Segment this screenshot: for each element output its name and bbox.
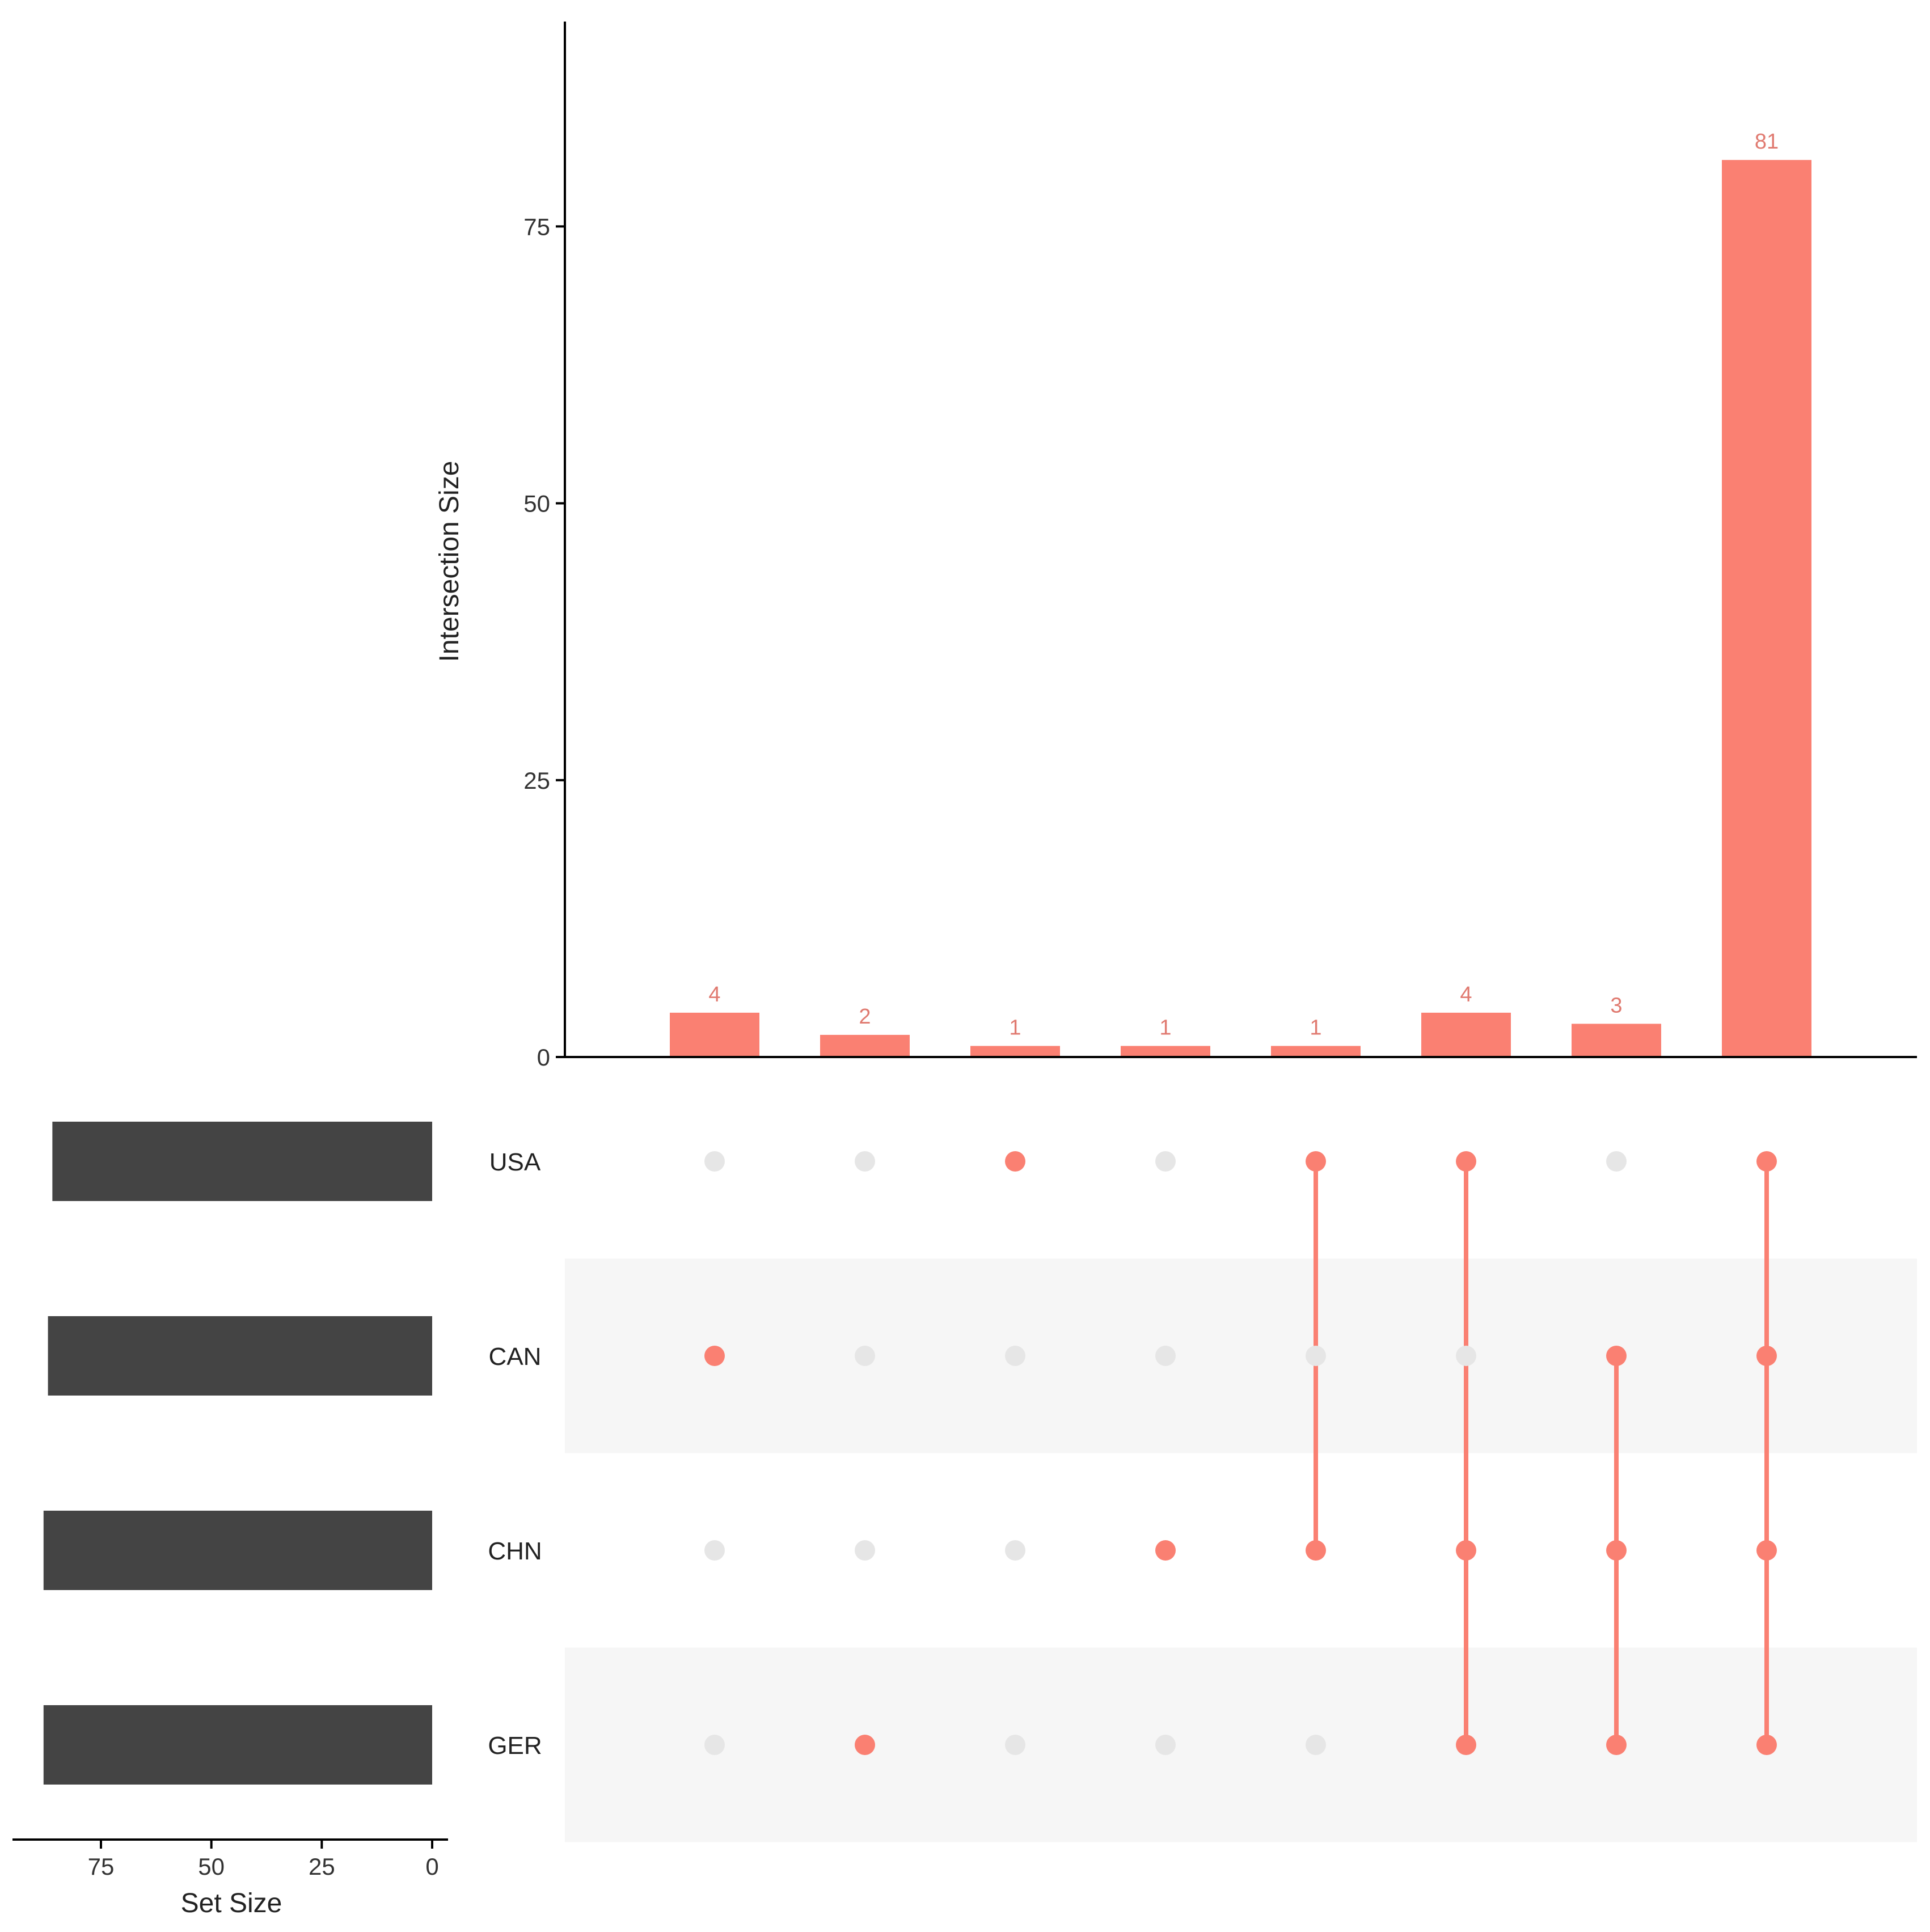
intersection-bar-value: 81	[1755, 130, 1779, 154]
matrix-dot-active	[1756, 1346, 1777, 1366]
matrix-dot-active	[1456, 1540, 1476, 1561]
matrix-dot-active	[1756, 1151, 1777, 1172]
matrix-stripe	[565, 1647, 1917, 1842]
intersection-bar	[1722, 160, 1811, 1057]
intersection-bar-value: 3	[1610, 994, 1622, 1017]
y-tick-label: 0	[537, 1044, 550, 1071]
matrix-dot-active	[1756, 1735, 1777, 1755]
intersection-bar	[1121, 1046, 1210, 1057]
intersection-bar-value: 1	[1310, 1016, 1321, 1039]
intersection-bar-labels: 4 2 1 1 1 4 3 81	[708, 130, 1779, 1039]
matrix-dot-active	[1456, 1735, 1476, 1755]
matrix-dot-inactive	[1606, 1151, 1627, 1172]
intersection-bar-value: 1	[1159, 1016, 1171, 1039]
intersection-y-axis: 0 25 50 75	[523, 22, 1917, 1071]
matrix-dot-inactive	[855, 1540, 875, 1561]
set-axis-tick-label: 50	[198, 1853, 225, 1880]
set-size-bar	[52, 1122, 432, 1201]
set-axis-tick-label: 0	[425, 1853, 438, 1880]
matrix-stripes	[565, 1258, 1917, 1842]
matrix-dot-inactive	[1005, 1540, 1025, 1561]
matrix-dot-active	[1606, 1735, 1627, 1755]
matrix-dot-inactive	[1456, 1346, 1476, 1366]
matrix-dot-active	[1756, 1540, 1777, 1561]
matrix-dot-active	[1306, 1540, 1326, 1561]
matrix-dot-active	[1606, 1540, 1627, 1561]
matrix-dot-inactive	[1005, 1735, 1025, 1755]
matrix-dot-active	[1306, 1151, 1326, 1172]
set-axis-tick-label: 25	[309, 1853, 335, 1880]
intersection-bar-value: 2	[859, 1005, 871, 1029]
set-label: CAN	[489, 1343, 542, 1371]
intersection-bar-value: 1	[1009, 1016, 1021, 1039]
set-size-axis-title: Set Size	[181, 1888, 282, 1918]
matrix-dot-inactive	[704, 1735, 725, 1755]
matrix-dot-active	[704, 1346, 725, 1366]
set-size-axis: 75 50 25 0	[12, 1838, 448, 1880]
y-tick-label: 50	[523, 491, 550, 517]
intersection-axis-title: Intersection Size	[434, 461, 464, 662]
intersection-bar	[970, 1046, 1060, 1057]
matrix-dot-active	[1456, 1151, 1476, 1172]
intersection-bar	[1271, 1046, 1361, 1057]
set-label: CHN	[488, 1537, 542, 1565]
matrix-dot-inactive	[1155, 1735, 1176, 1755]
matrix-dot-inactive	[704, 1151, 725, 1172]
matrix-dot-active	[1005, 1151, 1025, 1172]
intersection-bar-value: 4	[1460, 983, 1472, 1007]
matrix-dot-inactive	[855, 1346, 875, 1366]
intersection-bar	[820, 1034, 910, 1057]
matrix-dot-active	[855, 1735, 875, 1755]
intersection-bar	[1421, 1012, 1511, 1057]
intersection-bar-value: 4	[708, 983, 720, 1007]
set-labels: USA CAN CHN GER	[488, 1148, 542, 1760]
intersection-bar	[1572, 1024, 1661, 1057]
set-axis-tick-label: 75	[88, 1853, 115, 1880]
matrix-dot-active	[1606, 1346, 1627, 1366]
set-size-bar	[43, 1511, 433, 1590]
matrix-dot-inactive	[1306, 1735, 1326, 1755]
matrix-dot-inactive	[1155, 1151, 1176, 1172]
y-tick-label: 25	[523, 767, 550, 794]
matrix-dot-inactive	[1306, 1346, 1326, 1366]
matrix-dot-inactive	[1155, 1346, 1176, 1366]
matrix-dot-inactive	[704, 1540, 725, 1561]
matrix-dot-inactive	[855, 1151, 875, 1172]
intersection-bar	[670, 1012, 759, 1057]
set-size-bars	[43, 1122, 433, 1785]
set-size-bar	[43, 1705, 433, 1785]
intersection-bars	[670, 160, 1811, 1057]
matrix-dot-active	[1155, 1540, 1176, 1561]
matrix-dot-inactive	[1005, 1346, 1025, 1366]
set-size-bar	[48, 1316, 432, 1396]
y-tick-label: 75	[523, 213, 550, 240]
matrix-dots	[704, 1151, 1777, 1755]
set-label: GER	[488, 1732, 542, 1760]
set-label: USA	[489, 1148, 541, 1176]
matrix-stripe	[565, 1258, 1917, 1453]
